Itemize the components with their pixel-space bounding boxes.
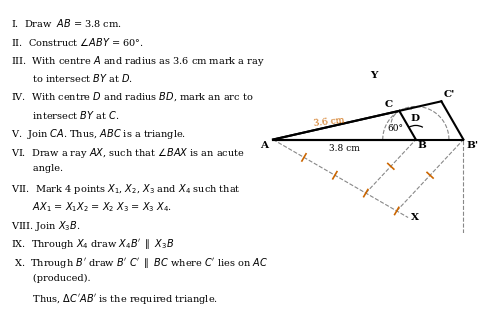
Text: I.  Draw  $AB$ = 3.8 cm.: I. Draw $AB$ = 3.8 cm.	[11, 17, 122, 29]
Text: VIII. Join $X_3B$.: VIII. Join $X_3B$.	[11, 219, 80, 233]
Text: $AX_1$ = $X_1X_2$ = $X_2$ $X_3$ = $X_3$ $X_4$.: $AX_1$ = $X_1X_2$ = $X_2$ $X_3$ = $X_3$ …	[11, 201, 172, 215]
Text: to intersect $BY$ at $D$.: to intersect $BY$ at $D$.	[11, 72, 133, 84]
Text: intersect $BY$ at $C$.: intersect $BY$ at $C$.	[11, 109, 119, 121]
Text: 3.6 cm: 3.6 cm	[314, 116, 345, 128]
Text: B: B	[418, 142, 426, 150]
Text: D: D	[410, 114, 420, 123]
Text: V.  Join $CA$. Thus, $ABC$ is a triangle.: V. Join $CA$. Thus, $ABC$ is a triangle.	[11, 127, 186, 141]
Text: IX.  Through $X_4$ draw $X_4B'$ $\parallel$ $X_3B$: IX. Through $X_4$ draw $X_4B'$ $\paralle…	[11, 237, 174, 251]
Text: B': B'	[466, 142, 478, 150]
Text: C': C'	[443, 90, 454, 100]
Text: angle.: angle.	[11, 164, 63, 173]
Text: X.  Through $B'$ draw $B'$ $C'$ $\parallel$ $BC$ where $C'$ lies on $AC$: X. Through $B'$ draw $B'$ $C'$ $\paralle…	[11, 256, 268, 270]
Text: Thus, $\Delta C'AB'$ is the required triangle.: Thus, $\Delta C'AB'$ is the required tri…	[11, 292, 218, 306]
Text: Y: Y	[370, 71, 378, 80]
Text: 60°: 60°	[387, 124, 403, 133]
Text: II.  Construct $\angle ABY$ = 60°.: II. Construct $\angle ABY$ = 60°.	[11, 36, 144, 48]
Text: 3.8 cm: 3.8 cm	[329, 144, 360, 153]
Text: IV.  With centre $D$ and radius $BD$, mark an arc to: IV. With centre $D$ and radius $BD$, mar…	[11, 91, 254, 103]
Text: (produced).: (produced).	[11, 274, 91, 283]
Text: X: X	[411, 213, 419, 222]
Text: VII.  Mark 4 points $X_1$, $X_2$, $X_3$ and $X_4$ such that: VII. Mark 4 points $X_1$, $X_2$, $X_3$ a…	[11, 182, 240, 196]
Text: A: A	[261, 142, 269, 150]
Text: III.  With centre $A$ and radius as 3.6 cm mark a ray: III. With centre $A$ and radius as 3.6 c…	[11, 54, 265, 68]
Text: VI.  Draw a ray $AX$, such that $\angle BAX$ is an acute: VI. Draw a ray $AX$, such that $\angle B…	[11, 146, 244, 160]
Text: C: C	[384, 100, 392, 109]
